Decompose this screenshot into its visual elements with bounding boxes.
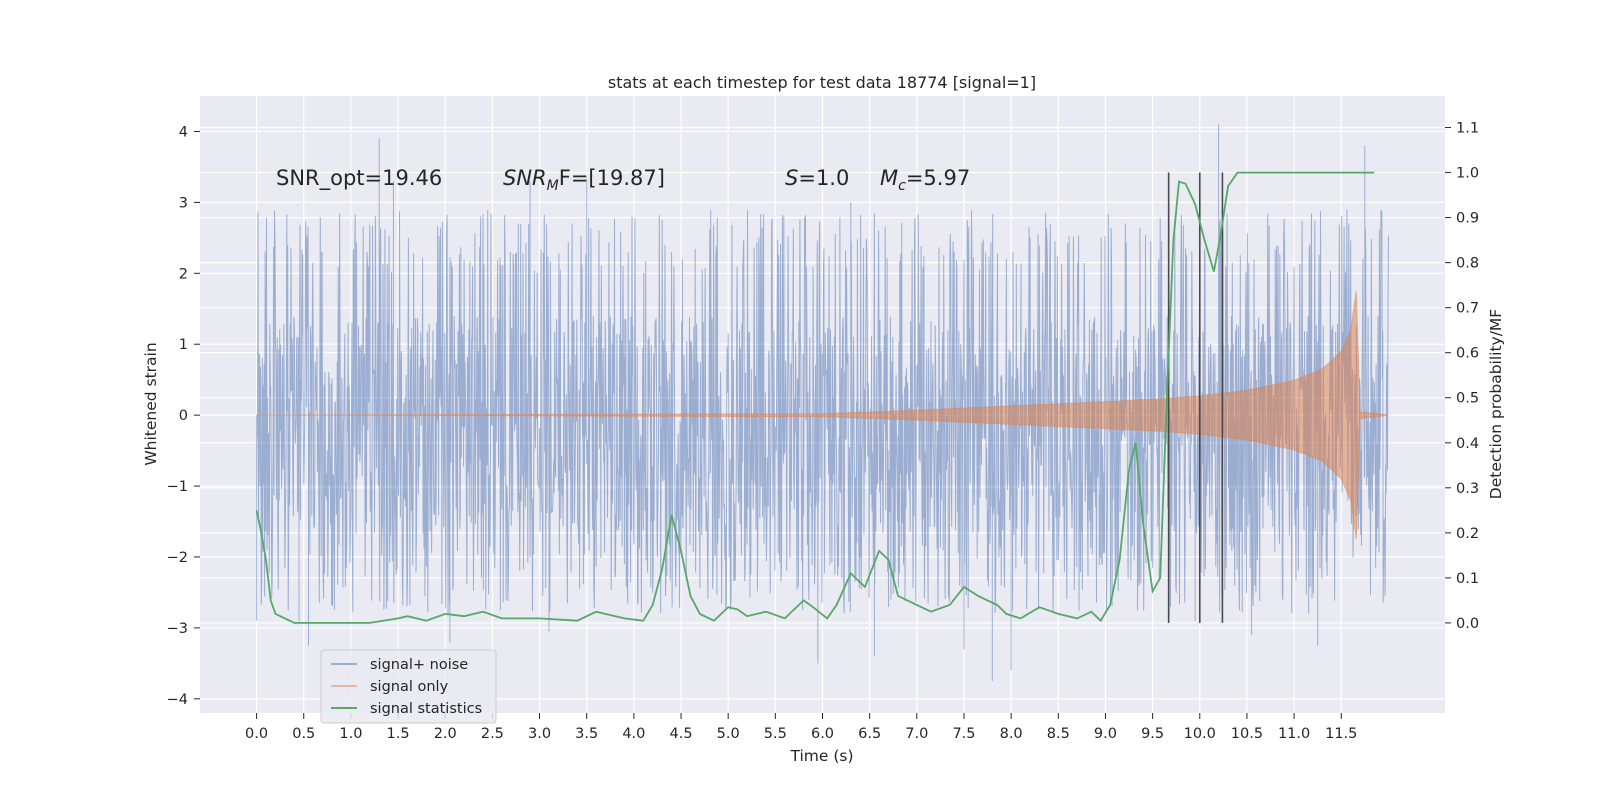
y-tick-label: −4: [167, 692, 188, 708]
x-tick-label: 3.0: [528, 726, 551, 742]
legend-box: [320, 649, 497, 724]
annotation-mc: Mc=5.97: [880, 166, 970, 194]
y-right-tick-label: 0.5: [1456, 391, 1479, 407]
x-tick-label: 4.5: [669, 726, 692, 742]
y-tick-label: 1: [179, 337, 188, 353]
y-right-tick-label: 0.6: [1456, 346, 1479, 362]
y-right-tick-label: 1.0: [1456, 166, 1479, 182]
y-tick-label: 2: [179, 266, 188, 282]
x-tick-label: 0.0: [245, 726, 268, 742]
x-tick-label: 0.5: [292, 726, 315, 742]
x-tick-label: 6.0: [811, 726, 834, 742]
y-tick-label: 4: [179, 124, 188, 140]
data-marks: [255, 124, 1389, 682]
annotation-snr-opt: SNR_opt=19.46: [276, 166, 442, 191]
chart-title: stats at each timestep for test data 187…: [608, 73, 1036, 92]
y-tick-label: −3: [167, 621, 188, 637]
series-signal-noise: [256, 124, 1389, 682]
x-tick-label: 2.0: [434, 726, 457, 742]
x-tick-label: 2.5: [481, 726, 504, 742]
x-tick-label: 4.0: [622, 726, 645, 742]
x-tick-label: 6.5: [858, 726, 881, 742]
x-tick-label: 3.5: [575, 726, 598, 742]
y-right-tick-label: 0.2: [1456, 526, 1479, 542]
x-tick-label: 8.5: [1047, 726, 1070, 742]
y-right-tick-label: 0.8: [1456, 256, 1479, 272]
y-right-tick-label: 0.9: [1456, 211, 1479, 227]
y-right-tick-label: 0.7: [1456, 301, 1479, 317]
annotations: SNR_opt=19.46 SNRMF=[19.87] S=1.0 Mc=5.9…: [276, 166, 970, 194]
y-tick-label: 0: [179, 408, 188, 424]
y-tick-label: 3: [179, 195, 188, 211]
y-right-tick-label: 0.1: [1456, 571, 1479, 587]
x-tick-label: 11.5: [1325, 726, 1357, 742]
x-tick-label: 11.0: [1278, 726, 1310, 742]
y-axis-label: Whitened strain: [142, 342, 160, 465]
x-tick-label: 1.5: [387, 726, 410, 742]
legend-label-signal-noise: signal+ noise: [370, 657, 468, 673]
y-right-tick-label: 0.0: [1456, 616, 1479, 632]
y-axis-right-label: Detection probability/MF: [1487, 309, 1505, 500]
x-tick-label: 1.0: [339, 726, 362, 742]
x-tick-label: 9.5: [1141, 726, 1164, 742]
x-tick-label: 7.5: [952, 726, 975, 742]
x-tick-label: 5.5: [764, 726, 787, 742]
x-tick-label: 8.0: [1000, 726, 1023, 742]
x-axis-label: Time (s): [789, 747, 853, 765]
x-tick-label: 5.0: [717, 726, 740, 742]
x-tick-label: 10.5: [1231, 726, 1263, 742]
legend-label-signal-statistics: signal statistics: [370, 701, 482, 717]
legend: signal+ noise signal only signal statist…: [320, 649, 497, 724]
x-tick-label: 9.0: [1094, 726, 1117, 742]
series-signal-statistics: [255, 171, 1375, 624]
y-right-tick-label: 0.3: [1456, 481, 1479, 497]
x-tick-label: 7.0: [905, 726, 928, 742]
series-signal-only: [256, 290, 1389, 540]
y-right-tick-label: 1.1: [1456, 121, 1479, 137]
y-tick-label: −1: [167, 479, 188, 495]
legend-label-signal-only: signal only: [370, 679, 449, 695]
annotation-s: S=1.0: [785, 166, 849, 190]
y-right-tick-label: 0.4: [1456, 436, 1479, 452]
x-tick-label: 10.0: [1184, 726, 1216, 742]
axes: 0.0 0.5 1.0 1.5 2.0 2.5 3.0 3.5 4.0 4.5 5.0 5.5 6.0 6…: [167, 121, 1479, 742]
annotation-snr-mf: SNRMF=[19.87]: [503, 166, 665, 194]
y-tick-label: −2: [167, 550, 188, 566]
